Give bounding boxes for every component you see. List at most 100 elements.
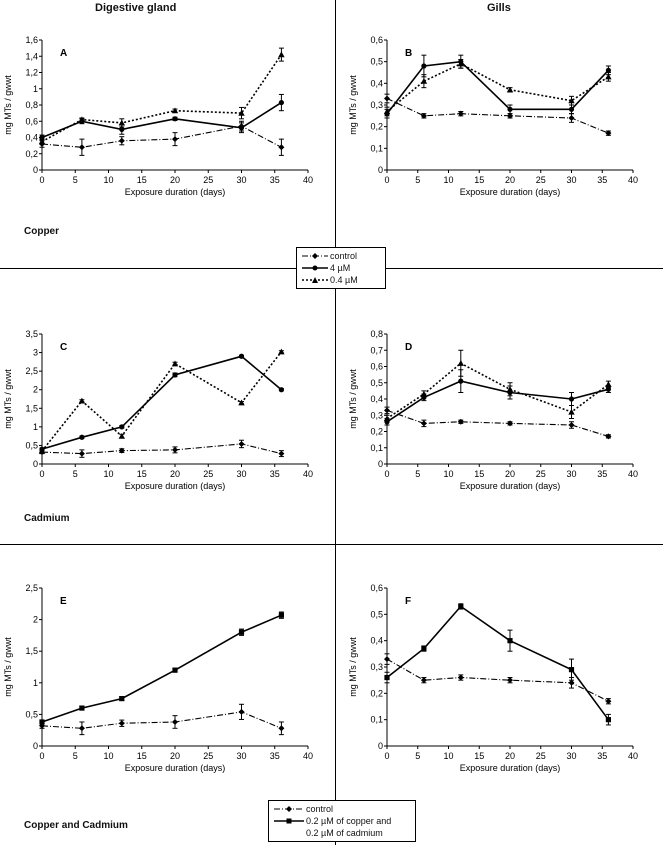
legend-label-control-bottom: control	[306, 804, 334, 814]
x-axis-label: Exposure duration (days)	[125, 187, 226, 197]
series-line-square	[386, 605, 610, 721]
x-tick-label: 0	[384, 469, 389, 479]
data-point	[507, 638, 513, 644]
data-point	[458, 378, 464, 384]
data-point	[384, 674, 390, 681]
legend-item-copper-cadmium-cont: 0.2 µM of cadmium	[272, 827, 412, 839]
x-tick-label: 15	[474, 175, 484, 185]
y-tick-label: 0	[378, 459, 383, 469]
x-tick-label: 15	[137, 175, 147, 185]
y-tick-label: 1,5	[25, 646, 38, 656]
series-line-diamond	[386, 98, 609, 134]
legend-label-control: control	[330, 251, 358, 261]
data-point	[383, 415, 391, 422]
gills-header: Gills	[487, 2, 511, 14]
x-tick-label: 40	[303, 751, 313, 761]
data-point	[39, 719, 45, 725]
x-tick-label: 35	[597, 175, 607, 185]
data-point	[605, 717, 611, 723]
data-point	[119, 126, 125, 132]
x-tick-label: 25	[203, 469, 213, 479]
y-tick-label: 0,4	[370, 636, 383, 646]
y-tick-label: 0,3	[370, 662, 383, 672]
data-point	[79, 705, 85, 711]
y-tick-label: 0,6	[370, 583, 383, 593]
y-tick-label: 0,7	[370, 345, 383, 355]
x-tick-label: 30	[566, 469, 576, 479]
y-tick-label: 0,5	[25, 440, 38, 450]
y-tick-label: 0,5	[370, 609, 383, 619]
data-point	[568, 667, 575, 673]
y-tick-label: 0,2	[25, 149, 38, 159]
data-point	[457, 110, 464, 117]
data-point	[568, 679, 575, 686]
data-point	[507, 420, 513, 427]
x-tick-label: 0	[39, 469, 44, 479]
y-tick-label: 0,3	[370, 410, 383, 420]
x-tick-label: 10	[103, 469, 113, 479]
data-point	[605, 698, 612, 705]
panel-label: F	[405, 596, 411, 607]
x-tick-label: 30	[566, 751, 576, 761]
data-point	[605, 381, 612, 387]
y-tick-label: 2,5	[25, 583, 38, 593]
data-point	[605, 73, 612, 80]
x-tick-label: 20	[505, 751, 515, 761]
data-point	[238, 629, 245, 635]
x-tick-label: 25	[203, 175, 213, 185]
x-axis-label: Exposure duration (days)	[125, 481, 226, 491]
legend-item-copper-cadmium: 0.2 µM of copper and	[272, 815, 412, 827]
legend-label-4um: 4 µM	[330, 263, 351, 273]
data-point	[278, 387, 284, 393]
data-point	[605, 433, 612, 440]
data-point	[420, 677, 427, 684]
chart-b: 0 0,1 0,2 0,3 0,4 0,5 0,6 0 5 10 15 20 25 30 35 40 Expos…	[348, 35, 638, 197]
chart-c: 0 0,5 1 1,5 2 2,5 3 3,5 0 5 10 15 20 25 30 35 40 Exposure…	[3, 329, 313, 491]
y-tick-label: 3	[33, 348, 38, 358]
data-point	[568, 408, 575, 415]
data-point	[172, 372, 178, 378]
data-point	[171, 107, 179, 114]
data-point	[278, 348, 285, 355]
data-point	[506, 386, 514, 392]
series-line-diamond	[386, 409, 609, 437]
x-tick-label: 30	[236, 751, 246, 761]
y-tick-label: 0,5	[370, 57, 383, 67]
data-point	[420, 420, 427, 427]
x-tick-label: 20	[170, 751, 180, 761]
series-line-circle	[386, 380, 609, 423]
chart-f: 0 0,1 0,2 0,3 0,4 0,5 0,6 0 5 10 15 20 25 30 35 40 Expos…	[348, 583, 638, 773]
y-tick-label: 1,5	[25, 403, 38, 413]
data-point	[172, 718, 178, 725]
data-point	[238, 399, 245, 406]
data-point	[118, 447, 125, 454]
series-line-triangle	[41, 54, 283, 143]
x-tick-label: 40	[303, 469, 313, 479]
series-line-circle	[386, 60, 609, 115]
y-tick-label: 0,1	[370, 715, 383, 725]
series-line-triangle	[386, 62, 609, 113]
chart-a: 0 0,2 0,4 0,6 0,8 1 1,2 1,4 1,6 0 5 10 15 20 25 30 35 40 E…	[3, 35, 313, 197]
y-tick-label: 0,6	[370, 35, 383, 45]
data-point	[507, 106, 513, 112]
y-tick-label: 2	[33, 615, 38, 625]
data-point	[568, 396, 575, 402]
data-point	[458, 603, 464, 610]
data-point	[420, 112, 427, 119]
y-tick-label: 1,4	[25, 51, 38, 61]
x-tick-label: 0	[384, 175, 389, 185]
data-point	[172, 667, 178, 673]
y-axis-label: mg MTs / gwwt	[3, 369, 13, 429]
data-point	[605, 130, 612, 137]
x-axis-label: Exposure duration (days)	[460, 763, 561, 773]
y-axis-label: mg MTs / gwwt	[348, 637, 358, 697]
legend-label-copper-cadmium-line1: 0.2 µM of copper and	[306, 816, 392, 826]
y-tick-label: 1	[33, 678, 38, 688]
data-point	[172, 116, 178, 122]
data-point	[278, 612, 284, 618]
data-point	[507, 677, 513, 684]
row-label-copper-and-cadmium: Copper and Cadmium	[24, 820, 128, 831]
chart-e: 0 0,5 1 1,5 2 2,5 0 5 10 15 20 25 30 35 40 Exposure dur…	[3, 583, 313, 773]
y-tick-label: 0,4	[370, 394, 383, 404]
series-line-triangle	[41, 351, 283, 452]
